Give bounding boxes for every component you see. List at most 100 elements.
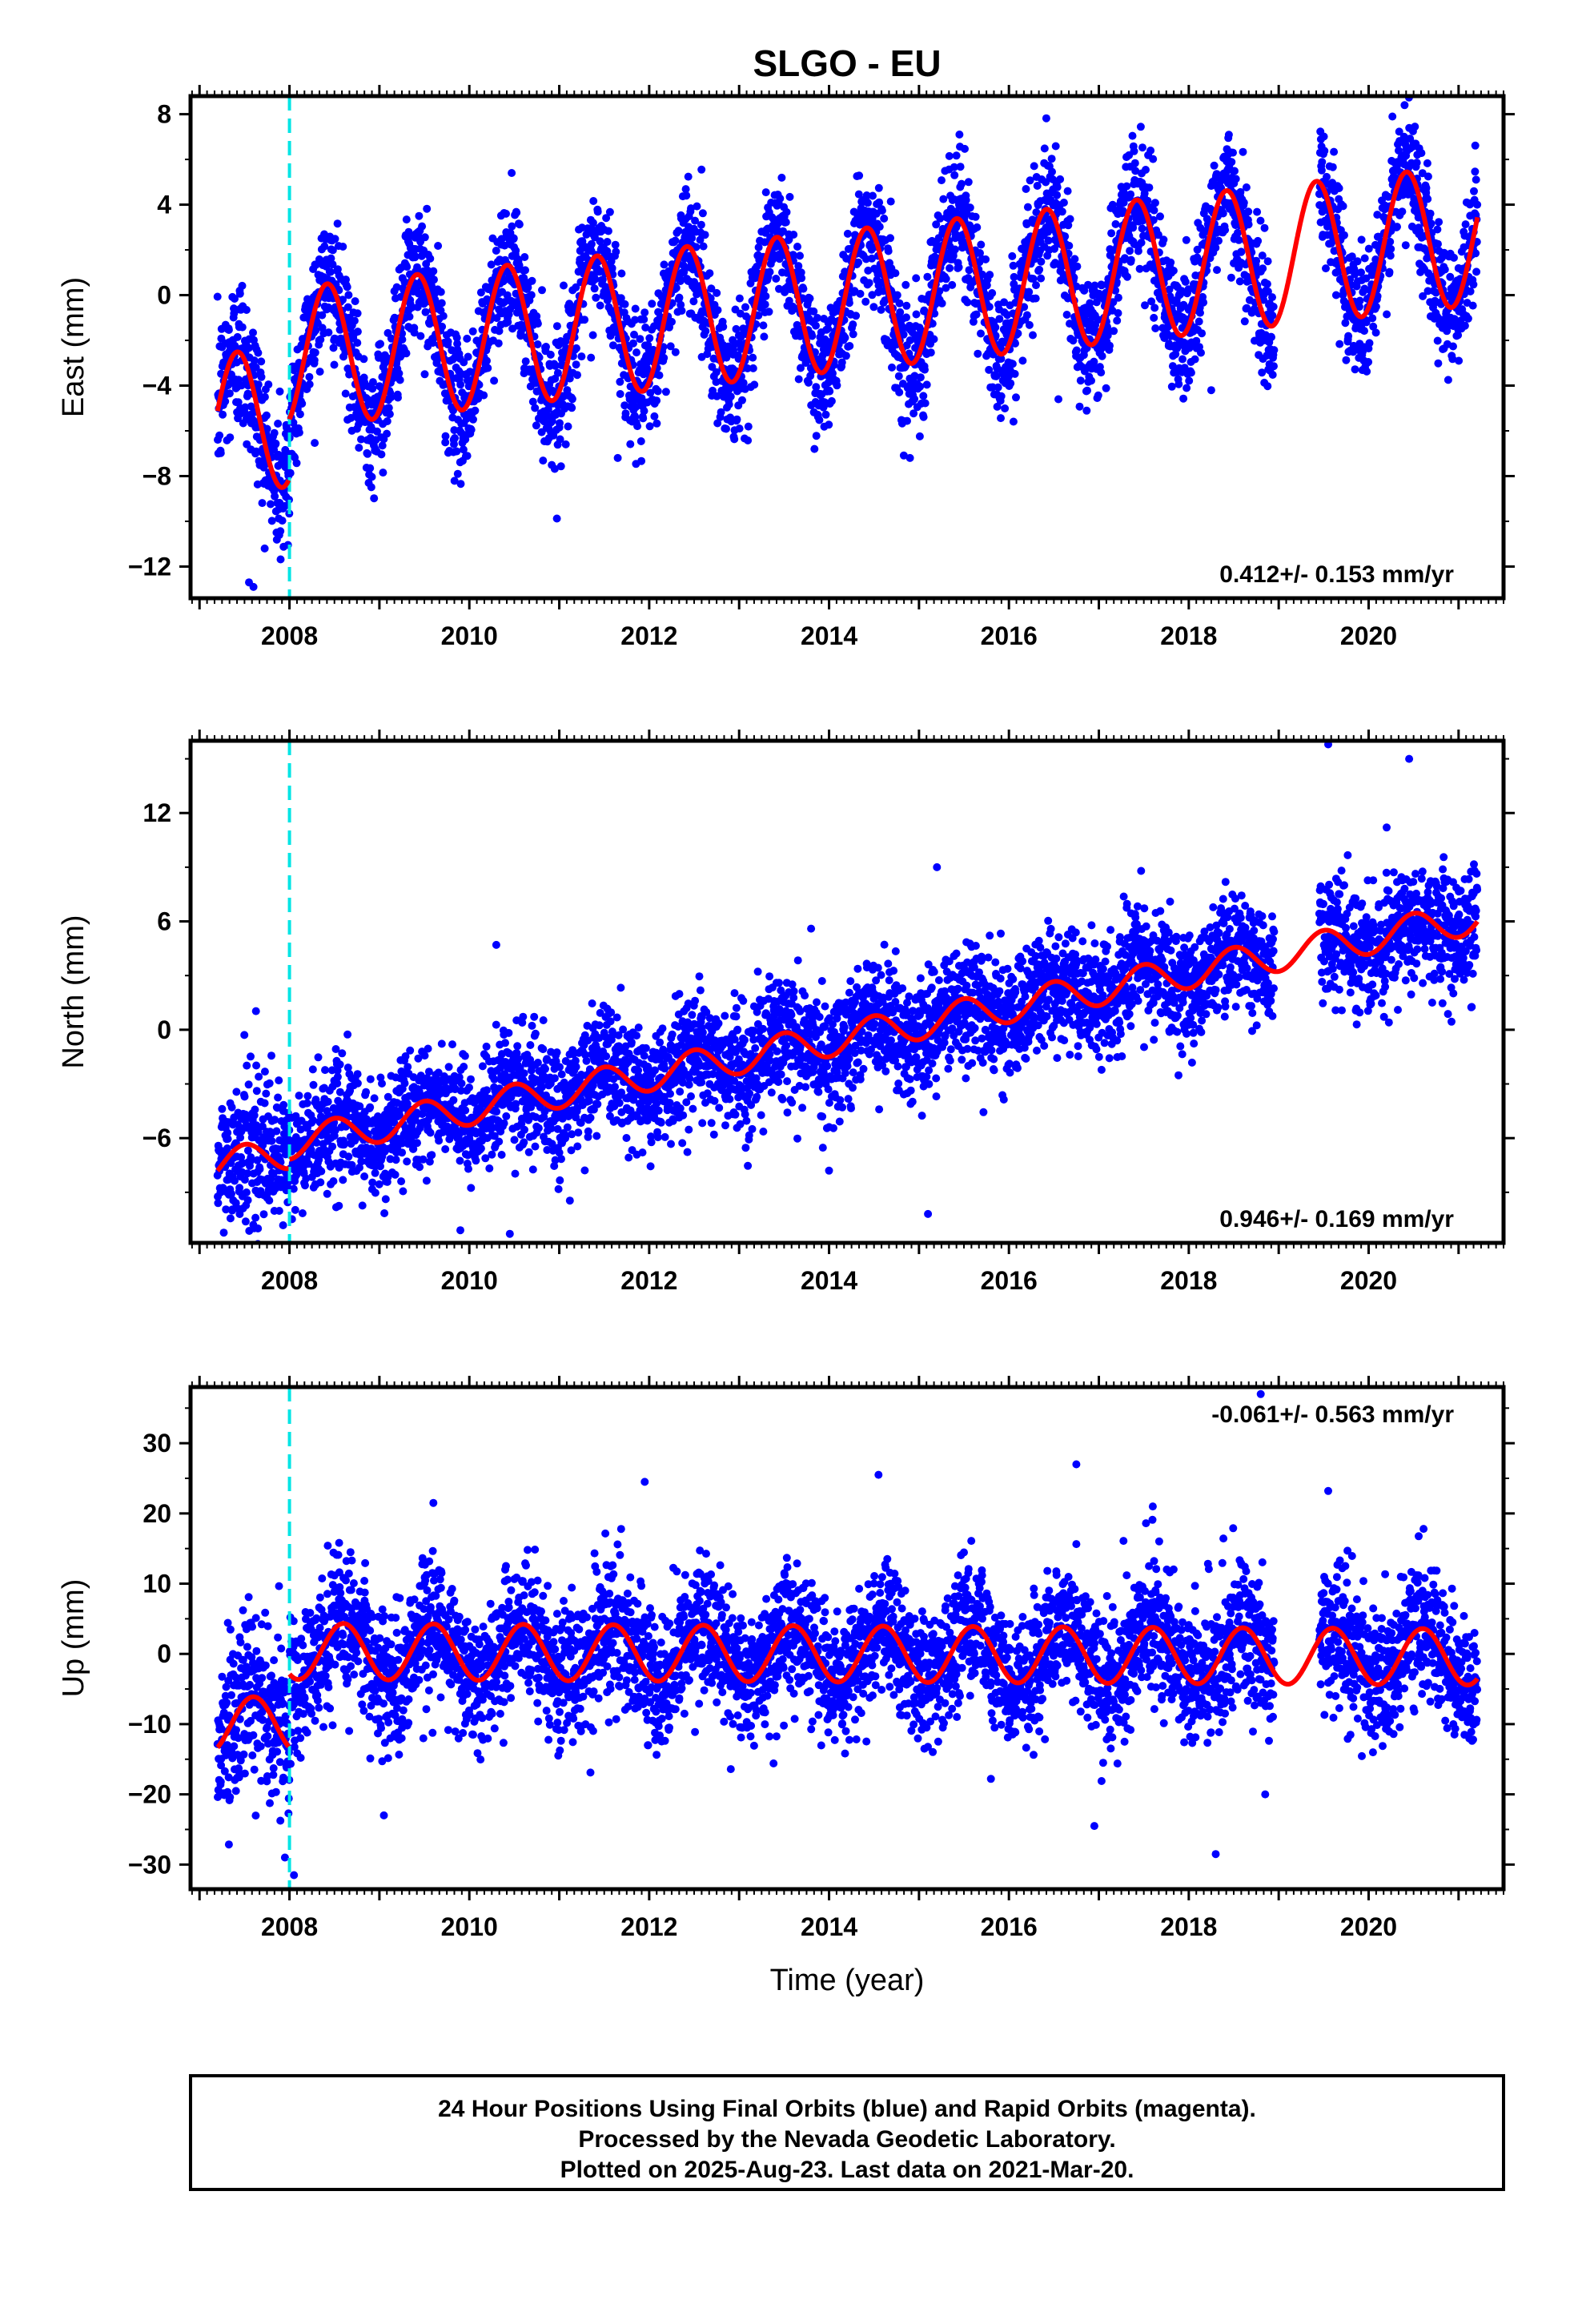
east-y-axis-label: East (mm) <box>57 277 90 417</box>
east-data-point <box>1260 223 1269 232</box>
east-data-point <box>587 239 596 248</box>
east-data-point <box>533 340 542 348</box>
east-data-point <box>849 330 857 339</box>
east-data-point <box>276 527 285 536</box>
east-data-point <box>1107 229 1116 238</box>
east-outlier-point <box>249 582 258 591</box>
east-data-point <box>1000 298 1009 307</box>
east-data-point <box>1235 235 1243 244</box>
east-data-point <box>544 412 552 420</box>
east-data-point <box>992 372 1001 380</box>
east-data-point <box>1010 369 1019 378</box>
east-data-point <box>655 371 664 380</box>
east-data-point <box>1142 166 1150 174</box>
east-data-point <box>1146 147 1155 155</box>
east-data-point <box>343 303 352 312</box>
east-data-point <box>1440 265 1449 274</box>
east-data-point <box>234 398 243 407</box>
east-data-point <box>1196 308 1204 317</box>
east-data-point <box>645 422 654 431</box>
east-data-point <box>1464 314 1472 323</box>
east-data-point <box>392 283 401 292</box>
east-data-point <box>1178 355 1186 364</box>
east-data-point <box>1012 393 1020 402</box>
east-data-point <box>315 368 324 376</box>
east-data-point <box>1383 310 1391 319</box>
east-data-point <box>1174 380 1183 388</box>
east-data-point <box>935 287 944 296</box>
east-data-point <box>1237 247 1246 256</box>
east-data-point <box>701 231 709 239</box>
east-data-point <box>1010 272 1018 281</box>
east-data-point <box>521 266 529 275</box>
east-data-point <box>1468 301 1477 310</box>
east-data-point <box>426 254 435 263</box>
east-data-point <box>675 293 684 302</box>
east-data-point <box>869 303 878 312</box>
east-data-point <box>793 243 801 251</box>
east-data-point <box>1121 254 1129 263</box>
east-data-point <box>1471 141 1480 150</box>
east-data-point <box>1073 262 1082 271</box>
east-data-point <box>608 263 616 272</box>
east-data-point <box>962 195 970 204</box>
east-data-point <box>353 339 362 348</box>
east-data-point <box>237 381 246 390</box>
east-data-point <box>528 276 536 285</box>
east-data-point <box>450 476 459 485</box>
east-data-point <box>452 447 461 456</box>
east-data-point <box>956 163 965 171</box>
east-data-point <box>1449 342 1457 351</box>
east-data-point <box>616 377 624 386</box>
east-data-point <box>797 364 805 372</box>
east-data-point <box>444 337 452 346</box>
east-data-point <box>749 353 757 362</box>
east-data-point <box>355 444 363 452</box>
east-data-point <box>267 517 276 525</box>
east-data-point <box>1033 182 1042 190</box>
east-data-point <box>616 390 624 398</box>
east-data-point <box>280 501 289 510</box>
east-data-point <box>274 420 283 428</box>
east-data-point <box>631 316 639 324</box>
east-data-point <box>1168 362 1177 371</box>
east-data-point <box>692 243 701 251</box>
east-data-point <box>387 393 396 402</box>
east-data-point <box>226 433 235 442</box>
east-data-point <box>712 368 721 376</box>
east-data-point <box>1014 329 1022 338</box>
east-data-point <box>1239 147 1247 156</box>
east-data-point <box>544 404 552 413</box>
east-data-point <box>305 372 314 381</box>
east-data-point <box>972 310 981 319</box>
east-data-point <box>1114 309 1122 317</box>
east-data-point <box>439 312 448 320</box>
east-data-point <box>732 324 741 333</box>
east-data-point <box>593 207 602 216</box>
east-data-point <box>749 364 757 372</box>
east-ytick-label: −8 <box>143 461 171 490</box>
east-data-point <box>1029 275 1038 283</box>
east-data-point <box>760 332 769 341</box>
east-data-point <box>680 267 689 276</box>
east-data-point <box>1114 293 1122 302</box>
east-data-point <box>1385 267 1394 276</box>
east-data-point <box>1342 356 1351 364</box>
east-data-point <box>1471 167 1480 176</box>
east-data-point <box>707 284 716 293</box>
east-data-point <box>418 222 427 231</box>
east-data-point <box>1123 272 1131 281</box>
east-data-point <box>903 416 911 425</box>
east-data-point <box>976 249 984 257</box>
east-data-point <box>696 235 705 244</box>
east-data-point <box>1030 162 1038 171</box>
east-data-point <box>453 469 462 478</box>
east-data-point <box>1360 327 1368 336</box>
east-data-point <box>213 292 222 301</box>
east-data-point <box>1151 324 1160 332</box>
east-data-point <box>893 291 901 300</box>
east-data-point <box>629 339 637 348</box>
east-data-point <box>776 194 785 203</box>
